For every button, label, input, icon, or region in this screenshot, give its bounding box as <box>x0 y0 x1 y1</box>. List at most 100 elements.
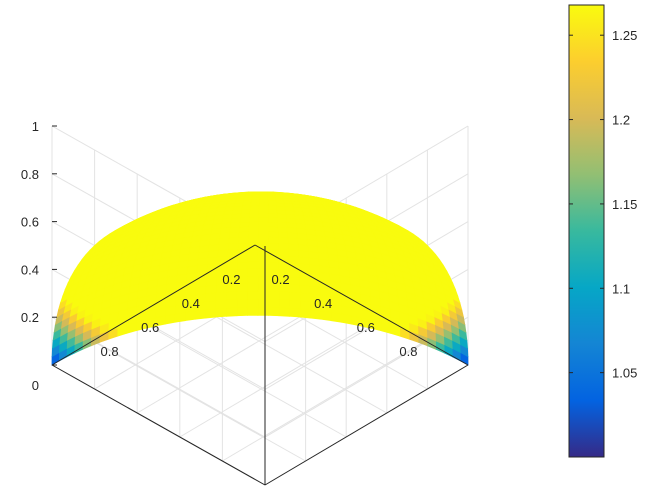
x-tick-label-2: 0.6 <box>357 320 375 335</box>
surface-patch <box>215 307 228 318</box>
surface-patch <box>288 299 301 310</box>
surface-patch <box>246 306 259 316</box>
surface-patch <box>205 276 218 287</box>
surface-patch <box>288 291 301 301</box>
surface-patch <box>236 298 248 308</box>
surface-patch <box>277 242 289 250</box>
colorbar-ticks: 1.05 1.1 1.15 1.2 1.25 <box>569 28 637 381</box>
surface-patch <box>277 231 289 239</box>
surface-patch <box>236 290 248 300</box>
surface-patch <box>299 299 311 311</box>
surface-patch <box>267 230 279 238</box>
surface-patch <box>258 225 269 232</box>
surface-patch <box>258 221 269 227</box>
surface-patch <box>292 206 303 212</box>
colorbar-tick-label-2: 1.15 <box>612 197 637 212</box>
surface-patch <box>238 236 250 244</box>
surface-patch <box>299 308 311 319</box>
surface-patch <box>277 236 289 244</box>
surface-patch <box>217 248 229 257</box>
surface-patch <box>298 269 311 279</box>
colorbar-gradient <box>568 4 605 458</box>
surface-patch <box>257 275 269 284</box>
z-tick-label-0: 0 <box>32 378 39 393</box>
surface-patch <box>258 216 269 223</box>
surface-patch <box>249 216 260 223</box>
surface-patch <box>258 230 269 238</box>
y-tick-label-3: 0.8 <box>101 344 119 359</box>
surface-patch <box>287 255 300 264</box>
surface-patch <box>267 290 280 300</box>
surface-patch <box>267 225 279 233</box>
colorbar: 1.05 1.1 1.15 1.2 1.25 <box>568 4 637 458</box>
surface-patch <box>267 254 279 263</box>
surface-patch <box>228 242 240 250</box>
x-tick-label-3: 0.8 <box>399 344 417 359</box>
surface-patch <box>205 308 217 319</box>
surface-patch <box>288 268 300 278</box>
surface-patch <box>275 205 286 211</box>
surface-patch <box>229 231 240 239</box>
surface-patch <box>205 299 217 311</box>
surface-patch <box>278 290 290 301</box>
surface-patch <box>267 221 278 228</box>
surface-patch <box>247 261 259 269</box>
surface-patch <box>226 306 238 317</box>
surface-patch <box>215 299 228 310</box>
y-tick-label-1: 0.4 <box>182 296 200 311</box>
surface-patch <box>195 309 207 320</box>
surface-patch <box>267 216 278 223</box>
x-tick-label-0: 0.2 <box>272 272 290 287</box>
surface-patch <box>239 221 251 228</box>
surface-patch <box>248 221 260 227</box>
surface-patch <box>309 309 322 320</box>
surface-patch <box>258 205 269 210</box>
surface-patch <box>226 261 239 270</box>
surface-patch <box>257 261 269 269</box>
surface-patch <box>267 298 280 308</box>
surface-patch <box>299 284 311 294</box>
surface-patch <box>236 306 248 317</box>
colorbar-tick-label-1: 1.1 <box>612 281 630 296</box>
z-tick-label-3: 0.6 <box>21 215 39 230</box>
surface-patch <box>257 306 269 316</box>
surface-patch <box>248 236 259 244</box>
surface-patch <box>287 248 299 257</box>
surface-patch <box>241 205 252 211</box>
surface-patch <box>247 290 259 300</box>
surface-patch <box>299 291 311 302</box>
z-tick-label-4: 0.8 <box>21 167 39 182</box>
surface-patch <box>239 216 251 223</box>
surface-patch <box>226 290 238 301</box>
axes-lines <box>51 125 469 486</box>
surface-patch <box>247 248 259 256</box>
surface-patch <box>267 242 279 250</box>
surface-patch <box>288 283 301 293</box>
surface-patch <box>257 236 269 244</box>
surface-patch <box>277 226 288 233</box>
surface-patch <box>238 230 250 238</box>
sphere-surface <box>51 191 469 366</box>
surface-patch <box>215 291 228 301</box>
colorbar-tick-label-4: 1.25 <box>612 28 637 43</box>
surface-patch <box>237 254 249 263</box>
z-axis-ticks: 0 0.2 0.4 0.6 0.8 1 <box>21 119 39 393</box>
surface-patch <box>248 230 260 238</box>
surface-patch <box>206 269 218 279</box>
surface-patch <box>247 275 259 284</box>
surface-patch <box>205 284 218 294</box>
surface-patch <box>237 261 249 270</box>
surface-patch <box>278 298 290 309</box>
x-axis-ticks: 0.2 0.4 0.6 0.8 <box>272 272 418 359</box>
y-tick-label-2: 0.6 <box>141 320 159 335</box>
surface-patch <box>257 298 269 308</box>
surface-patch <box>248 225 260 232</box>
surface-patch <box>258 212 269 218</box>
surface-patch <box>278 306 290 317</box>
surface-patch <box>226 298 238 309</box>
z-tick-label-2: 0.4 <box>21 262 39 277</box>
surface-patch <box>257 290 269 300</box>
colorbar-tick-label-0: 1.05 <box>612 366 637 381</box>
z-tick-label-5: 1 <box>32 119 39 134</box>
